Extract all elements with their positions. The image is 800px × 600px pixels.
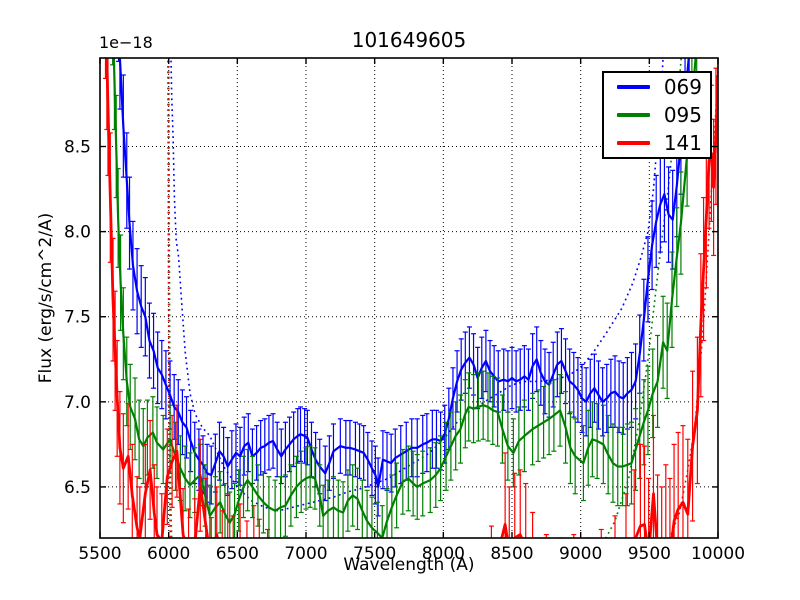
series-095 <box>110 58 700 538</box>
y-tick-label: 8.5 <box>64 138 91 158</box>
axes-spines <box>99 57 719 539</box>
series-141-noise-line <box>167 58 718 538</box>
x-tick-label: 6500 <box>216 544 259 564</box>
x-tick-label: 9000 <box>559 544 602 564</box>
legend-line-sample-095 <box>617 113 650 117</box>
series-069 <box>116 58 696 517</box>
y-axis-label: Flux (erg/s/cm^2/A) <box>36 212 56 384</box>
x-tick-label: 8000 <box>422 544 465 564</box>
x-tick-label: 7500 <box>353 544 396 564</box>
legend-label-095: 095 <box>663 103 702 127</box>
series-141-line <box>105 58 718 538</box>
legend-entry-069: 069 <box>604 77 710 97</box>
x-tick-label: 6000 <box>147 544 190 564</box>
legend-label-141: 141 <box>663 131 702 155</box>
x-axis-label: Wavelength (A) <box>343 555 475 575</box>
legend-label-069: 069 <box>663 75 702 99</box>
legend-entry-141: 141 <box>604 133 710 153</box>
y-axis-offset-label: 1e−18 <box>99 33 153 52</box>
legend-line-sample-069 <box>617 85 650 89</box>
x-tick-label: 10000 <box>691 544 745 564</box>
plot-area <box>102 58 718 538</box>
tick-marks <box>99 58 719 538</box>
y-tick-label: 7.0 <box>64 393 91 413</box>
x-tick-label: 9500 <box>628 544 671 564</box>
series-069-line <box>118 58 690 488</box>
y-tick-label: 6.5 <box>64 478 91 498</box>
plot-title: 101649605 <box>351 28 467 52</box>
series-095-line <box>112 58 697 538</box>
x-tick-label: 5500 <box>78 544 121 564</box>
x-tick-label: 7000 <box>284 544 327 564</box>
legend: 069 095 141 <box>602 71 712 159</box>
series-141 <box>102 58 718 538</box>
legend-entry-095: 095 <box>604 105 710 125</box>
series-095-noise-line <box>167 58 683 538</box>
x-tick-label: 8500 <box>490 544 533 564</box>
y-tick-label: 7.5 <box>64 308 91 328</box>
y-tick-label: 8.0 <box>64 223 91 243</box>
legend-line-sample-141 <box>617 141 650 145</box>
